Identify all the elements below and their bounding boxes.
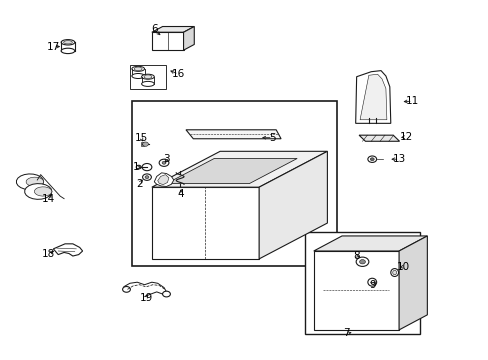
Ellipse shape — [61, 40, 75, 45]
Circle shape — [159, 159, 168, 166]
Circle shape — [142, 163, 152, 171]
Text: 17: 17 — [47, 42, 60, 51]
Circle shape — [162, 291, 170, 297]
Circle shape — [136, 165, 141, 169]
Text: 6: 6 — [151, 24, 157, 35]
Bar — [130, 65, 166, 89]
Polygon shape — [17, 174, 43, 190]
Bar — [132, 101, 336, 266]
Polygon shape — [355, 71, 390, 123]
Text: 7: 7 — [343, 328, 349, 338]
Text: 13: 13 — [392, 154, 406, 164]
Circle shape — [359, 260, 365, 264]
Polygon shape — [166, 158, 297, 184]
Circle shape — [162, 161, 165, 164]
Text: 4: 4 — [178, 189, 184, 199]
Polygon shape — [26, 177, 43, 186]
Polygon shape — [152, 27, 194, 32]
Circle shape — [142, 174, 151, 180]
Polygon shape — [53, 244, 82, 256]
Text: 1: 1 — [133, 162, 139, 172]
Ellipse shape — [132, 66, 144, 71]
Bar — [321, 266, 335, 283]
Text: 5: 5 — [269, 133, 276, 143]
Polygon shape — [152, 32, 183, 50]
Text: 12: 12 — [399, 132, 412, 142]
Text: 18: 18 — [42, 248, 55, 258]
Circle shape — [122, 287, 130, 292]
Ellipse shape — [132, 73, 144, 78]
Text: 10: 10 — [396, 262, 409, 272]
Polygon shape — [398, 236, 427, 330]
Ellipse shape — [63, 41, 72, 44]
Text: 16: 16 — [172, 69, 185, 79]
Ellipse shape — [144, 75, 152, 78]
Text: 2: 2 — [136, 179, 142, 189]
Polygon shape — [259, 151, 327, 259]
Ellipse shape — [61, 48, 75, 54]
Circle shape — [355, 257, 368, 266]
Circle shape — [367, 156, 376, 162]
Text: 11: 11 — [405, 96, 419, 106]
Ellipse shape — [142, 74, 154, 79]
Polygon shape — [183, 27, 194, 50]
Circle shape — [369, 158, 373, 161]
Polygon shape — [152, 187, 259, 259]
Text: 8: 8 — [353, 251, 359, 261]
Text: 3: 3 — [163, 154, 169, 164]
Polygon shape — [313, 236, 427, 251]
Circle shape — [142, 142, 148, 146]
Polygon shape — [25, 184, 52, 199]
Circle shape — [145, 176, 149, 179]
Bar — [305, 232, 419, 334]
Polygon shape — [313, 251, 398, 330]
Polygon shape — [123, 282, 166, 297]
Text: 14: 14 — [42, 194, 55, 204]
Polygon shape — [152, 151, 327, 187]
Text: 9: 9 — [368, 280, 375, 290]
Polygon shape — [359, 74, 386, 120]
Polygon shape — [154, 173, 173, 186]
Text: 15: 15 — [134, 133, 147, 143]
Polygon shape — [185, 130, 281, 139]
Text: 19: 19 — [139, 293, 152, 303]
Ellipse shape — [142, 81, 154, 86]
Ellipse shape — [134, 67, 142, 71]
Bar — [141, 142, 144, 146]
Ellipse shape — [390, 269, 398, 276]
Ellipse shape — [392, 270, 396, 275]
Ellipse shape — [367, 278, 376, 286]
Polygon shape — [158, 175, 168, 185]
Polygon shape — [34, 187, 52, 196]
Polygon shape — [358, 135, 399, 141]
